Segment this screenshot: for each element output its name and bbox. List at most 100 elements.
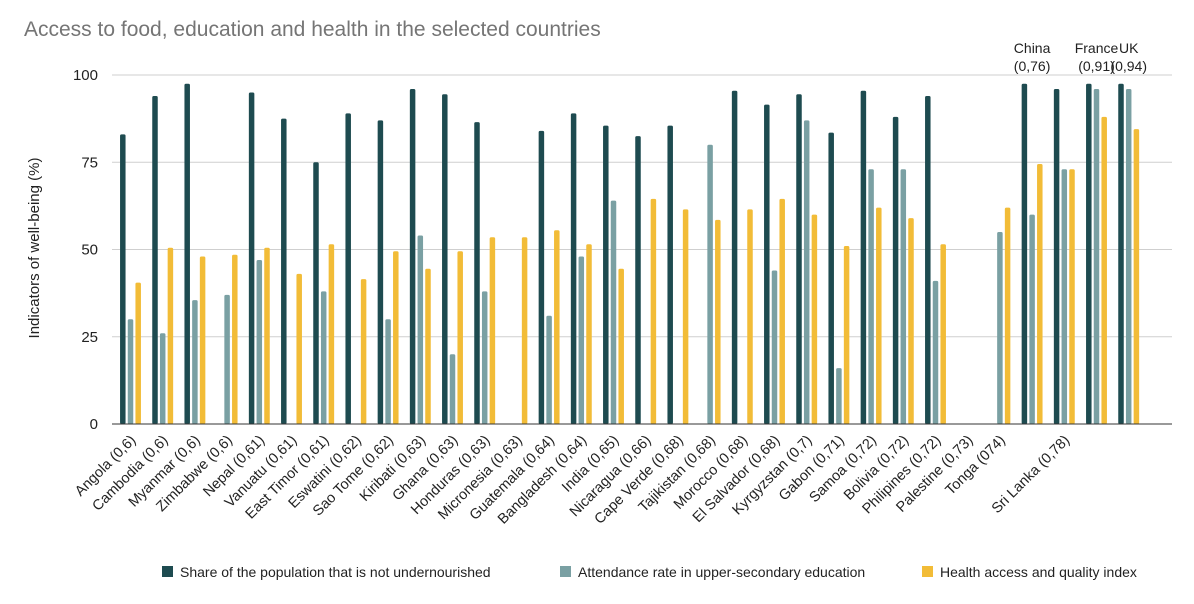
bar — [159, 333, 166, 424]
y-tick-labels: 0 25 50 75 100 — [73, 67, 98, 433]
legend-label: Share of the population that is not unde… — [180, 564, 491, 580]
bars — [120, 83, 1140, 425]
bar — [1125, 88, 1132, 425]
annotation-label: China — [1014, 40, 1051, 56]
bar — [417, 235, 424, 424]
bar — [232, 254, 238, 424]
bar — [167, 247, 174, 424]
bar — [345, 113, 351, 424]
bar — [715, 219, 721, 424]
bar — [409, 88, 416, 425]
bar — [586, 244, 592, 424]
bar — [618, 268, 624, 424]
annotation-label: UK — [1119, 40, 1139, 56]
bar — [457, 251, 463, 424]
bar — [747, 209, 753, 424]
bar — [296, 273, 302, 424]
legend-swatch — [560, 566, 571, 577]
bar — [997, 232, 1003, 424]
bar — [876, 207, 882, 424]
y-tick-label: 25 — [81, 329, 98, 346]
annotation-label: (0,76) — [1014, 58, 1051, 74]
bar — [489, 237, 496, 424]
bar — [377, 120, 384, 425]
bar — [360, 279, 367, 424]
legend-swatch — [162, 566, 173, 577]
bar — [281, 118, 287, 424]
bar — [932, 280, 939, 424]
y-axis-label: Indicators of well-being (%) — [26, 158, 43, 339]
bar — [892, 116, 899, 424]
bar — [828, 132, 834, 424]
bar — [127, 319, 134, 424]
bar — [1004, 207, 1011, 424]
bar — [764, 104, 770, 424]
bar — [570, 113, 577, 424]
bar — [474, 122, 480, 425]
bar — [1086, 83, 1092, 424]
bar — [707, 144, 713, 425]
bar — [811, 214, 818, 424]
bar — [1053, 88, 1060, 425]
bar — [192, 300, 198, 424]
y-tick-label: 75 — [81, 154, 98, 171]
bar — [425, 268, 431, 424]
bar — [771, 270, 778, 424]
bar — [393, 251, 399, 424]
bar — [248, 92, 255, 424]
bar — [731, 90, 738, 424]
bar — [256, 259, 263, 424]
y-tick-label: 100 — [73, 67, 98, 84]
legend-label: Health access and quality index — [940, 564, 1137, 580]
bar — [135, 282, 141, 424]
bar — [635, 136, 641, 424]
bar — [940, 244, 946, 424]
bar — [667, 125, 673, 424]
bar — [900, 169, 907, 424]
bar — [610, 200, 617, 424]
bar — [779, 198, 785, 424]
bar — [1021, 83, 1028, 424]
bar — [650, 198, 657, 424]
bar — [1029, 214, 1035, 424]
legend-swatch — [922, 566, 933, 577]
bar — [868, 169, 874, 424]
bar — [603, 125, 609, 424]
bar — [120, 134, 126, 424]
annotation-label: (0,94) — [1110, 58, 1147, 74]
bar — [1118, 83, 1124, 424]
chart-title: Access to food, education and health in … — [24, 18, 601, 41]
bar — [442, 94, 448, 424]
bar — [796, 94, 802, 424]
bar — [1093, 88, 1100, 425]
bar — [1069, 169, 1075, 424]
y-tick-label: 50 — [81, 242, 98, 259]
bar — [385, 319, 391, 424]
legend: Share of the population that is not unde… — [162, 564, 1137, 580]
bar — [1133, 129, 1140, 424]
bar — [224, 294, 230, 424]
legend-label: Attendance rate in upper-secondary educa… — [578, 564, 865, 580]
bar — [449, 354, 456, 424]
bar — [328, 244, 335, 424]
bar — [836, 368, 842, 424]
annotation-label: France — [1075, 40, 1119, 56]
bar — [925, 95, 931, 424]
y-tick-label: 0 — [90, 416, 98, 433]
bar — [313, 162, 319, 424]
bar — [908, 218, 914, 424]
bar — [843, 246, 850, 424]
bar — [481, 291, 488, 424]
bar — [1101, 116, 1107, 424]
bar — [521, 237, 528, 424]
bar — [682, 209, 689, 424]
bar — [264, 247, 270, 424]
bar — [152, 95, 158, 424]
bar — [199, 256, 206, 424]
bar — [184, 83, 190, 424]
annotation-label: (0,91) — [1078, 58, 1115, 74]
bar — [546, 315, 552, 424]
bar — [860, 90, 867, 424]
bar — [803, 120, 810, 425]
